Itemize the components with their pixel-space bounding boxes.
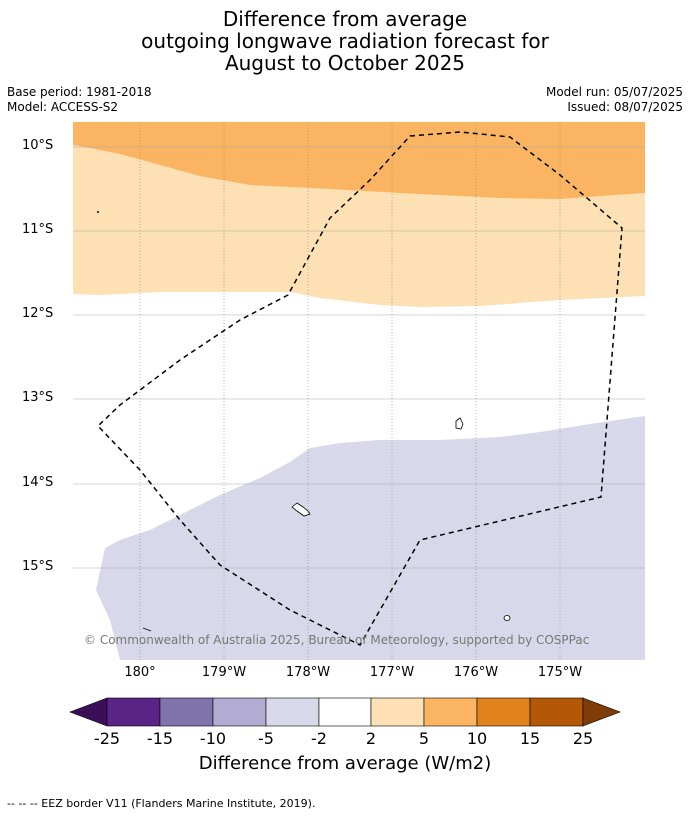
island-outline [503,615,511,621]
lon-label: 176°W [453,665,499,680]
lat-label: 13°S [22,390,54,405]
anomaly-region-plus-5-to-10 [73,122,645,199]
island-outline [291,502,311,517]
title-line-2: outgoing longwave radiation forecast for [141,29,549,53]
colorbar-tick-label: -2 [311,729,327,748]
model-name: Model: ACCESS-S2 [7,100,119,114]
model-run: Model run: 05/07/2025 [545,85,683,99]
colorbar-tick-label: -25 [93,729,121,748]
latitude-gridlines [73,146,645,569]
colorbar-tick-label: 10 [466,729,488,748]
eez-border [96,131,623,646]
lat-label: 15°S [22,559,54,574]
colorbar-title: Difference from average (W/m2) [198,753,492,774]
lon-label: 178°W [285,665,331,680]
colorbar-tick-label: -5 [258,729,274,748]
lon-label: 180° [124,665,156,680]
title-line-1: Difference from average [222,7,468,31]
base-period: Base period: 1981-2018 [7,85,152,99]
map-panel [73,122,645,660]
lat-label: 11°S [22,222,54,237]
colorbar-tick-label: -15 [146,729,174,748]
lat-label: 12°S [22,306,54,321]
lat-label: 14°S [22,475,54,490]
colorbar-tick-label: -10 [199,729,227,748]
colorbar-tick-label: 5 [418,729,430,748]
colorbar-tick-label: 2 [365,729,377,748]
eez-legend-note: -- -- -- EEZ border V11 (Flanders Marine… [7,797,316,810]
title-line-3: August to October 2025 [224,51,466,75]
lon-label: 175°W [537,665,583,680]
issued-date: Issued: 08/07/2025 [567,100,683,114]
island-dot [97,211,99,213]
copyright-note: © Commonwealth of Australia 2025, Bureau… [84,633,590,647]
lon-label: 177°W [369,665,415,680]
lat-label: 10°S [22,138,54,153]
lon-label: 179°W [201,665,247,680]
colorbar-tick-label: 25 [572,729,594,748]
island-outline [142,627,152,632]
meta-left: Base period: 1981-2018 Model: ACCESS-S2 [7,85,152,115]
island-outline [455,417,464,430]
meta-right: Model run: 05/07/2025 Issued: 08/07/2025 [546,85,683,115]
anomaly-region-minus-5-to-minus-2 [96,416,645,660]
chart-title: Difference from average outgoing longwav… [0,8,690,74]
colorbar-tick-label: 15 [519,729,541,748]
